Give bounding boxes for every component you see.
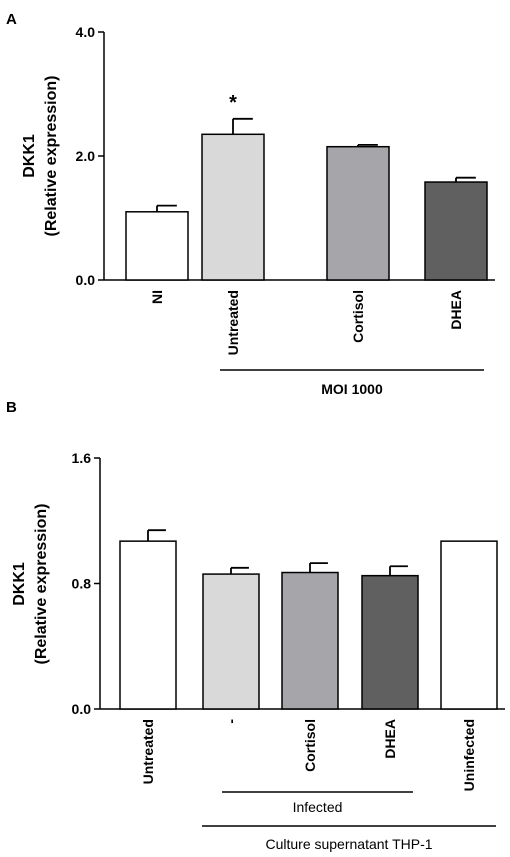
bar-3 bbox=[326, 145, 390, 281]
y-tick-label: 4.0 bbox=[76, 24, 96, 40]
bar-1 bbox=[119, 540, 177, 710]
y-axis-label-line2: (Relative expression) bbox=[33, 504, 50, 665]
y-tick-label: 0.0 bbox=[72, 701, 92, 717]
category-label: - bbox=[223, 719, 239, 724]
category-label: Untreated bbox=[225, 290, 241, 355]
bar-4 bbox=[361, 574, 419, 710]
category-label: Untreated bbox=[140, 719, 156, 784]
y-axis-label-line1: DKK1 bbox=[11, 562, 28, 606]
bar-3 bbox=[281, 571, 339, 710]
panel-label: A bbox=[6, 11, 17, 28]
group-label: Infected bbox=[293, 799, 343, 815]
bar-4 bbox=[424, 181, 488, 281]
y-tick-label: 0.0 bbox=[76, 272, 96, 288]
y-tick-label: 0.8 bbox=[72, 576, 92, 592]
category-label: Cortisol bbox=[350, 290, 366, 343]
bar-2 bbox=[201, 133, 265, 281]
bar-2 bbox=[202, 573, 260, 710]
panel-label: B bbox=[6, 399, 17, 416]
y-tick-label: 1.6 bbox=[72, 450, 92, 466]
y-tick-label: 2.0 bbox=[76, 148, 96, 164]
category-label: Cortisol bbox=[302, 719, 318, 772]
category-label: NI bbox=[149, 290, 165, 304]
panel-b: B 0.0 0.8 1.6 DKK1 (Relative expression) Untre… bbox=[6, 399, 505, 852]
group-label: Culture supernatant THP-1 bbox=[265, 836, 432, 852]
category-label: DHEA bbox=[448, 290, 464, 330]
significance-star: * bbox=[229, 92, 237, 114]
y-axis-label-line2: (Relative expression) bbox=[43, 76, 60, 237]
y-axis-label-line1: DKK1 bbox=[21, 134, 38, 178]
group-label: MOI 1000 bbox=[321, 381, 383, 397]
bar-5 bbox=[440, 540, 498, 710]
category-label: DHEA bbox=[382, 719, 398, 759]
panel-a: A 0.0 2.0 4.0 DKK1 (Relative expression) NI Unt… bbox=[6, 11, 495, 397]
category-label: Uninfected bbox=[461, 719, 477, 791]
bar-1 bbox=[125, 211, 189, 281]
